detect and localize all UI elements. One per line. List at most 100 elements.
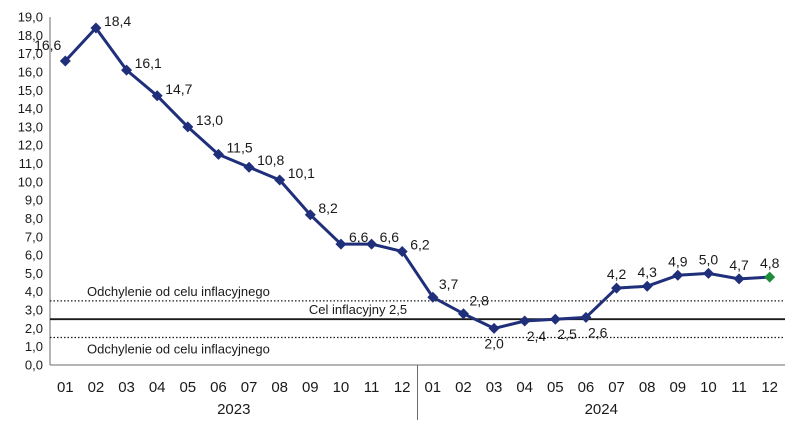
data-point (366, 238, 378, 250)
y-tick-label: 11,0 (19, 156, 43, 171)
y-tick-label: 5,0 (25, 266, 43, 281)
data-label: 4,8 (760, 255, 780, 271)
y-tick-label: 6,0 (25, 248, 43, 263)
data-point (519, 315, 531, 327)
y-tick-label: 19,0 (18, 10, 43, 25)
y-tick-label: 8,0 (25, 211, 43, 226)
y-tick-label: 16,0 (18, 64, 43, 79)
data-point (243, 161, 255, 173)
x-tick-label: 07 (608, 379, 625, 396)
y-tick-label: 1,0 (25, 339, 43, 354)
data-point (151, 90, 163, 102)
y-tick-label: 4,0 (25, 284, 43, 299)
data-point (672, 269, 684, 281)
data-point (733, 273, 745, 285)
x-tick-label: 01 (57, 379, 74, 396)
data-point (212, 148, 224, 160)
data-label: 18,4 (104, 13, 131, 29)
data-label: 10,8 (257, 152, 284, 168)
data-label: 4,3 (637, 264, 657, 280)
x-tick-label: 01 (424, 379, 441, 396)
x-axis: 01 02 03 04 05 06 07 08 09 10 11 12 01 02 03 04 05 06 07 08… (50, 364, 785, 420)
x-tick-label: 02 (455, 379, 472, 396)
x-tick-label: 10 (333, 379, 350, 396)
data-label: 2,6 (588, 324, 608, 340)
data-label: 5,0 (699, 251, 719, 267)
x-tick-label: 10 (700, 379, 717, 396)
data-point (580, 311, 592, 323)
data-label: 8,2 (318, 200, 338, 216)
x-tick-label: 08 (639, 379, 656, 396)
x-tick-label: 06 (210, 379, 227, 396)
x-tick-label: 06 (578, 379, 595, 396)
data-label: 10,1 (288, 165, 315, 181)
y-tick-label: 10,0 (18, 174, 43, 189)
data-point (274, 174, 286, 186)
y-tick-label: 14,0 (18, 101, 43, 116)
x-tick-label: 04 (149, 379, 166, 396)
series-layer: 16,6 18,4 16,114,713,011,5 10,810,1 8,2 6,6 6,… (34, 13, 780, 351)
y-tick-label: 3,0 (25, 303, 43, 318)
data-label: 2,8 (469, 293, 489, 309)
x-tick-label: 03 (486, 379, 503, 396)
data-label: 14,7 (165, 81, 192, 97)
x-tick-label: 12 (761, 379, 778, 396)
x-tick-label: 05 (547, 379, 564, 396)
y-tick-label: 0,0 (25, 358, 43, 373)
data-label: 16,1 (135, 55, 162, 71)
data-label: 2,5 (557, 326, 577, 342)
data-point (121, 64, 133, 76)
data-label: 6,2 (410, 236, 430, 252)
data-point (641, 280, 653, 292)
x-tick-label: 11 (364, 379, 380, 396)
y-tick-label: 15,0 (18, 83, 43, 98)
data-point (764, 271, 776, 283)
reference-line-label: Odchylenie od celu inflacyjnego (87, 284, 270, 299)
x-tick-label: 04 (516, 379, 533, 396)
year-label: 2023 (217, 401, 250, 418)
y-tick-label: 2,0 (25, 321, 43, 336)
data-point (427, 291, 439, 303)
x-tick-label: 09 (669, 379, 686, 396)
data-point (549, 313, 561, 325)
data-label: 3,7 (439, 276, 459, 292)
data-label: 6,6 (380, 229, 400, 245)
data-label: 6,6 (349, 229, 369, 245)
x-tick-label: 03 (118, 379, 135, 396)
y-tick-label: 12,0 (18, 138, 43, 153)
reference-lines: Odchylenie od celu inflacyjnego Cel infla… (50, 284, 785, 357)
y-tick-label: 9,0 (25, 193, 43, 208)
y-axis: 0,0 1,0 2,0 3,0 4,0 5,0 6,0 7,0 8,0 9,0 10,0 11,0 12… (18, 10, 51, 373)
x-tick-label: 09 (302, 379, 319, 396)
x-tick-label: 11 (731, 379, 747, 396)
data-point (488, 322, 500, 334)
x-tick-label: 08 (271, 379, 288, 396)
y-tick-label: 13,0 (18, 119, 43, 134)
x-tick-label: 07 (241, 379, 258, 396)
data-point (457, 308, 469, 320)
y-tick-label: 18,0 (18, 28, 43, 43)
data-point (335, 238, 347, 250)
data-label: 13,0 (196, 112, 223, 128)
reference-line-label: Cel inflacyjny 2,5 (309, 302, 407, 317)
data-point (702, 267, 714, 279)
data-point (396, 245, 408, 257)
y-tick-label: 7,0 (25, 229, 43, 244)
data-label: 4,2 (607, 266, 627, 282)
reference-line-label: Odchylenie od celu inflacyjnego (87, 342, 270, 357)
y-tick-label: 17,0 (18, 46, 43, 61)
x-tick-label: 05 (179, 379, 196, 396)
data-label: 2,0 (484, 335, 504, 351)
data-label: 16,6 (34, 37, 61, 53)
data-point (611, 282, 623, 294)
data-point (90, 22, 102, 34)
data-point (182, 121, 194, 133)
data-label: 11,5 (226, 139, 252, 155)
x-tick-label: 02 (88, 379, 105, 396)
data-label: 4,7 (729, 257, 749, 273)
year-label: 2024 (585, 401, 618, 418)
series-line (64, 26, 770, 330)
data-label: 2,4 (527, 328, 547, 344)
data-label: 4,9 (668, 253, 688, 269)
